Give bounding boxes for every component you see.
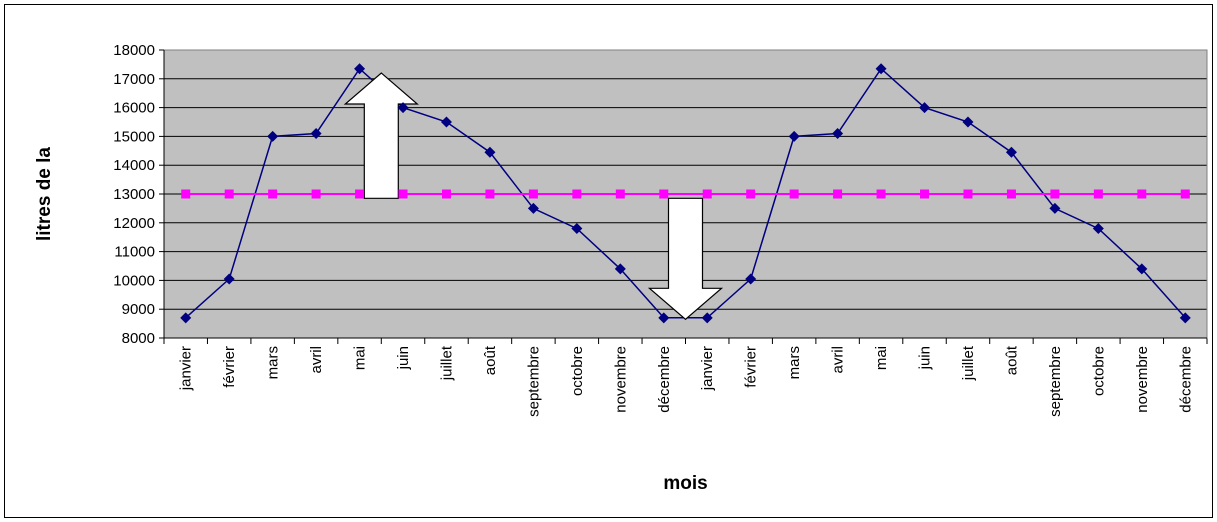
data-point	[268, 189, 278, 199]
x-tick-label: juin	[917, 346, 934, 370]
data-point	[615, 189, 625, 199]
x-tick-label: mars	[265, 346, 282, 379]
data-point	[181, 189, 191, 199]
x-axis-ticks: janvier février mars avril mai juin juillet aoû…	[178, 345, 1195, 417]
y-axis-ticks: 8000 9000 10000 11000 12000 13000 14000 15000 16…	[113, 42, 164, 347]
data-point	[440, 116, 452, 128]
data-point	[1005, 146, 1017, 158]
x-tick-label: mai	[352, 346, 369, 370]
x-tick-label: mars	[786, 346, 803, 379]
x-tick-label: juillet	[438, 345, 455, 381]
y-tick-label: 17000	[113, 71, 155, 88]
data-point	[572, 189, 582, 199]
x-tick-label: juin	[395, 346, 412, 370]
data-point	[398, 189, 408, 199]
x-axis-title: mois	[663, 473, 707, 494]
y-tick-label: 9000	[122, 301, 155, 318]
data-point	[485, 189, 495, 199]
data-point	[311, 189, 321, 199]
y-tick-label: 8000	[122, 330, 155, 347]
x-tick-label: décembre	[1177, 346, 1194, 413]
x-tick-label: août	[1003, 345, 1020, 375]
data-point	[920, 189, 930, 199]
x-tick-label: octobre	[569, 346, 586, 396]
x-tick-label: août	[482, 345, 499, 375]
data-point	[1049, 202, 1061, 214]
data-point	[223, 273, 235, 285]
x-tick-label: juillet	[960, 345, 977, 381]
x-tick-label: mai	[873, 346, 890, 370]
data-point	[397, 102, 409, 114]
x-tick-label: avril	[830, 346, 847, 374]
data-point	[1092, 223, 1104, 235]
x-tick-label: septembre	[525, 346, 542, 417]
data-point	[310, 128, 322, 140]
data-point	[1180, 189, 1190, 199]
data-point	[484, 146, 496, 158]
data-point	[527, 202, 539, 214]
data-point	[180, 312, 192, 324]
data-point	[1179, 312, 1191, 324]
data-point	[833, 189, 843, 199]
series-markers	[180, 63, 1191, 324]
y-tick-label: 13000	[113, 186, 155, 203]
data-point	[571, 223, 583, 235]
data-point	[701, 312, 713, 324]
data-point	[658, 312, 670, 324]
data-point	[1136, 263, 1148, 275]
data-point	[745, 273, 757, 285]
data-point	[1137, 189, 1147, 199]
data-point	[441, 189, 451, 199]
x-axis-dividers	[163, 338, 1208, 344]
x-tick-label: décembre	[656, 346, 673, 413]
y-tick-label: 16000	[113, 100, 155, 117]
data-point	[1006, 189, 1016, 199]
y-tick-label: 12000	[113, 215, 155, 232]
y-axis-title: litres de la	[34, 147, 55, 241]
data-point	[267, 130, 279, 142]
data-point	[528, 189, 538, 199]
x-tick-label: septembre	[1047, 346, 1064, 417]
x-tick-label: octobre	[1090, 346, 1107, 396]
x-tick-label: février	[221, 346, 238, 388]
data-point	[746, 189, 756, 199]
data-point	[962, 116, 974, 128]
data-point	[614, 263, 626, 275]
x-tick-label: février	[743, 346, 760, 388]
data-point	[875, 63, 887, 75]
y-tick-label: 14000	[113, 157, 155, 174]
x-tick-label: janvier	[699, 346, 716, 391]
x-tick-label: novembre	[1134, 346, 1151, 413]
annotation-arrows	[343, 72, 724, 321]
y-tick-label: 11000	[114, 244, 155, 261]
y-tick-label: 10000	[113, 272, 155, 289]
data-point	[963, 189, 973, 199]
data-point	[788, 130, 800, 142]
x-tick-label: novembre	[612, 346, 629, 413]
data-point	[1050, 189, 1060, 199]
data-point	[224, 189, 234, 199]
data-point	[789, 189, 799, 199]
data-point	[659, 189, 669, 199]
data-point	[702, 189, 712, 199]
data-point	[876, 189, 886, 199]
y-tick-label: 15000	[113, 128, 155, 145]
data-point	[832, 128, 844, 140]
x-tick-label: janvier	[178, 346, 195, 391]
data-point	[355, 189, 365, 199]
y-tick-label: 18000	[113, 42, 155, 59]
data-point	[354, 63, 366, 75]
data-point	[1093, 189, 1103, 199]
arrow-up	[343, 72, 419, 199]
data-point	[919, 102, 931, 114]
arrow-down	[647, 197, 724, 321]
x-tick-label: avril	[308, 346, 325, 374]
